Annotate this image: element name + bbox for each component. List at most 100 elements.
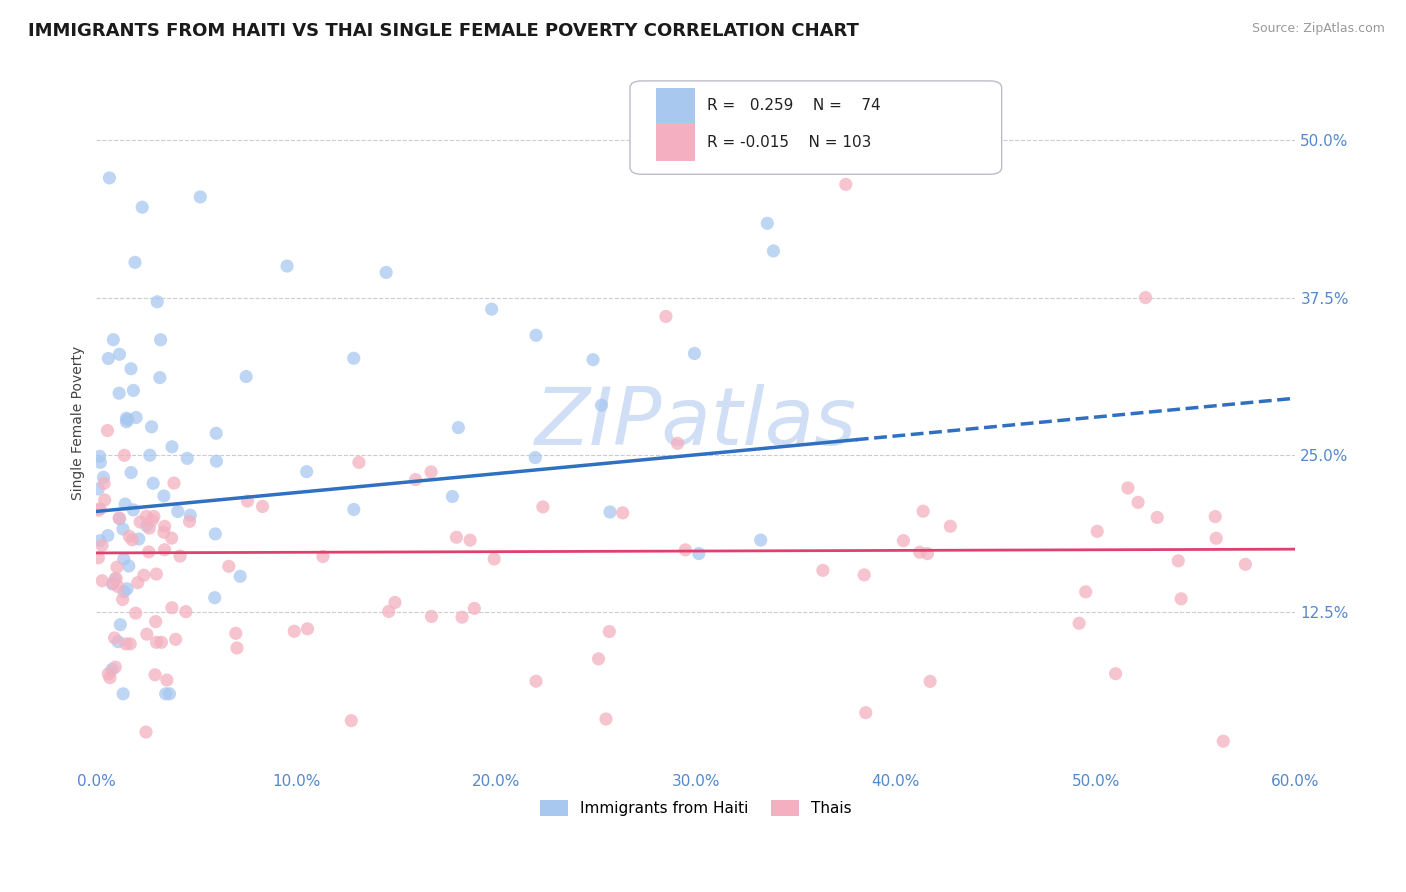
Point [112, 552, 135, 566]
Point [377, 605, 399, 619]
Point [458, 533, 481, 548]
Point [156, 673, 179, 687]
Point [420, 609, 443, 624]
Point [160, 440, 183, 454]
Point [135, 627, 157, 641]
Point [160, 531, 183, 545]
Point [188, 190, 211, 204]
Point [524, 674, 547, 689]
Point [127, 575, 149, 590]
Point [163, 476, 186, 491]
Point [204, 527, 226, 541]
Point [120, 637, 142, 651]
Point [122, 384, 145, 398]
Point [118, 529, 141, 543]
Point [93, 476, 115, 491]
Point [110, 617, 132, 632]
Point [101, 663, 124, 677]
Point [420, 465, 443, 479]
Point [153, 489, 176, 503]
Point [131, 200, 153, 214]
Text: R =   0.259    N =    74: R = 0.259 N = 74 [707, 98, 880, 113]
Point [218, 559, 240, 574]
Point [153, 542, 176, 557]
Point [108, 512, 131, 526]
Point [599, 505, 621, 519]
Point [107, 634, 129, 648]
Point [112, 584, 135, 599]
Text: R = -0.015    N = 103: R = -0.015 N = 103 [707, 136, 872, 150]
Point [89, 533, 111, 548]
Point [235, 369, 257, 384]
Point [582, 352, 605, 367]
Point [112, 687, 135, 701]
Point [153, 519, 176, 533]
Point [1126, 495, 1149, 509]
Point [762, 244, 785, 258]
Point [145, 615, 167, 629]
Point [343, 351, 366, 366]
Point [89, 450, 111, 464]
Point [89, 501, 111, 516]
Point [108, 511, 131, 525]
Point [93, 470, 115, 484]
Point [441, 490, 464, 504]
Point [340, 714, 363, 728]
Point [855, 706, 877, 720]
Point [112, 448, 135, 462]
Point [93, 492, 115, 507]
Point [101, 576, 124, 591]
Point [893, 533, 915, 548]
Point [666, 436, 689, 450]
Point [111, 592, 134, 607]
Point [598, 624, 620, 639]
Point [174, 605, 197, 619]
Point [920, 674, 942, 689]
Point [447, 420, 470, 434]
Point [104, 660, 127, 674]
Point [145, 567, 167, 582]
Point [835, 178, 858, 192]
Point [591, 398, 613, 412]
Point [120, 361, 142, 376]
Point [105, 560, 128, 574]
Point [205, 426, 228, 441]
Point [150, 635, 173, 649]
Point [204, 591, 226, 605]
Point [115, 582, 138, 596]
Point [129, 515, 152, 529]
Point [149, 370, 172, 384]
Point [160, 600, 183, 615]
Point [143, 668, 166, 682]
Point [1069, 616, 1091, 631]
Text: Source: ZipAtlas.com: Source: ZipAtlas.com [1251, 22, 1385, 36]
Point [297, 622, 319, 636]
Point [104, 572, 127, 586]
Point [101, 577, 124, 591]
Point [917, 547, 939, 561]
Point [115, 637, 138, 651]
Point [141, 419, 163, 434]
FancyBboxPatch shape [630, 81, 1001, 174]
Point [451, 610, 474, 624]
Point [375, 265, 398, 279]
Point [612, 506, 634, 520]
Point [1104, 666, 1126, 681]
Point [688, 547, 710, 561]
Point [97, 528, 120, 542]
Point [811, 563, 834, 577]
Point [226, 640, 249, 655]
Point [446, 530, 468, 544]
Point [121, 533, 143, 547]
Point [166, 504, 188, 518]
Point [124, 255, 146, 269]
Point [405, 473, 427, 487]
Point [463, 601, 485, 615]
Point [1074, 585, 1097, 599]
Text: ZIPatlas: ZIPatlas [534, 384, 858, 462]
Point [912, 504, 935, 518]
Point [98, 671, 121, 685]
Point [524, 450, 547, 465]
Point [524, 328, 547, 343]
Point [120, 466, 142, 480]
